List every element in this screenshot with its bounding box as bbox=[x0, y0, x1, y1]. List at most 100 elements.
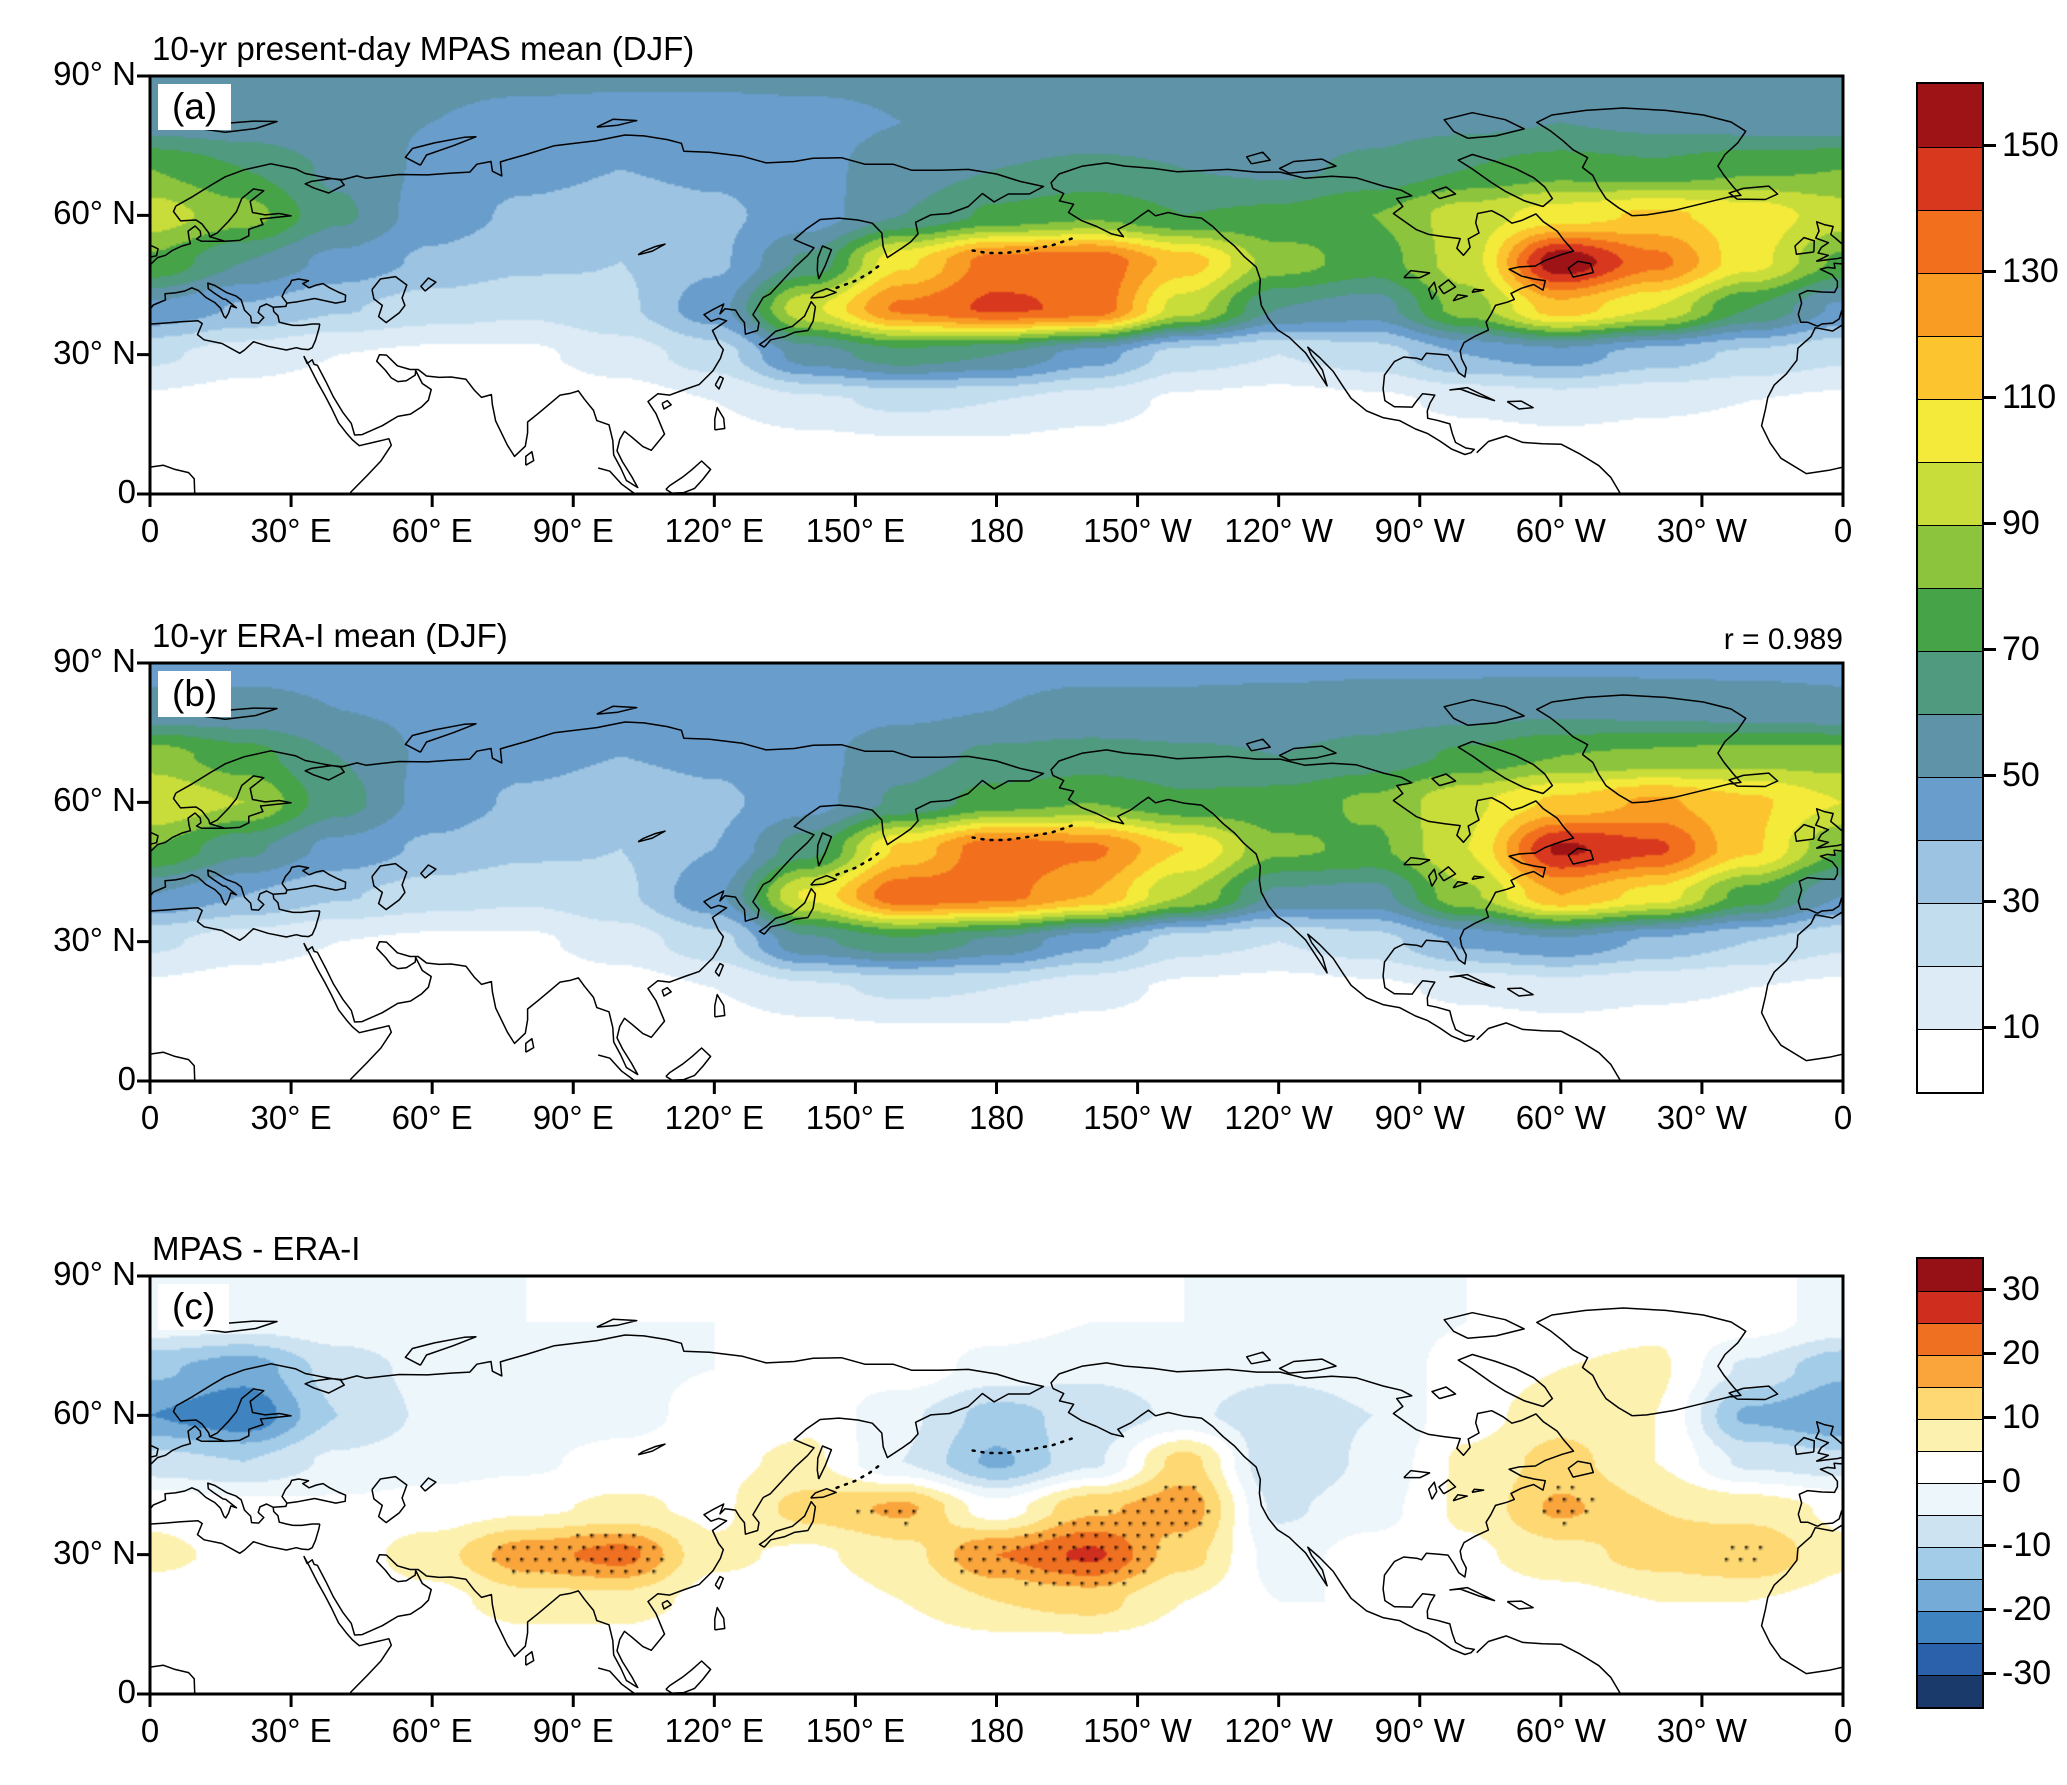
colorbar-segment bbox=[1918, 903, 1982, 966]
x-tick-label: 150° E bbox=[805, 1712, 906, 1749]
y-tick-label: 90° N bbox=[53, 55, 136, 92]
y-tick-label: 0 bbox=[117, 1673, 136, 1710]
x-tick-label: 150° E bbox=[805, 1099, 906, 1136]
colorbar-tick-label: 10 bbox=[2002, 1398, 2040, 1436]
colorbar-tick bbox=[1982, 269, 1996, 273]
colorbar-tick bbox=[1982, 1351, 1996, 1355]
x-tick-label: 0 bbox=[140, 512, 160, 549]
x-tick-label: 90° E bbox=[532, 1099, 614, 1136]
colorbar-segment bbox=[1918, 1259, 1982, 1291]
colorbar-segment bbox=[1918, 1387, 1982, 1419]
colorbar-tick-label: 0 bbox=[2002, 1462, 2021, 1500]
x-tick-label: 60° W bbox=[1515, 512, 1606, 549]
panel-b: 10-yr ERA-I mean (DJF) r = 0.989 (b) 0 30… bbox=[0, 617, 2067, 1177]
colorbar-tick-label: 20 bbox=[2002, 1334, 2040, 1372]
panel-a-map-area bbox=[150, 76, 1843, 494]
colorbar-tick bbox=[1982, 1287, 1996, 1291]
y-tick-label: 30° N bbox=[53, 1533, 136, 1571]
colorbar-segment bbox=[1918, 1291, 1982, 1323]
x-tick-label: 30° W bbox=[1656, 1099, 1748, 1136]
colorbar-tick bbox=[1982, 773, 1996, 777]
colorbar-segment bbox=[1918, 336, 1982, 399]
colorbar-mean bbox=[1916, 82, 1984, 1094]
colorbar-tick bbox=[1982, 521, 1996, 525]
x-tick-label: 60° E bbox=[391, 1099, 473, 1136]
colorbar-tick-label: 110 bbox=[2002, 378, 2057, 416]
x-tick-label: 150° W bbox=[1083, 1099, 1192, 1136]
x-tick-label: 0 bbox=[1833, 1712, 1853, 1749]
colorbar-segment bbox=[1918, 1547, 1982, 1579]
colorbar-tick-label: 130 bbox=[2002, 252, 2059, 290]
panel-b-contour-field-canvas bbox=[150, 663, 1843, 1081]
y-tick-label: 30° N bbox=[53, 333, 136, 371]
x-tick-label: 120° E bbox=[664, 1099, 765, 1136]
x-tick-label: 0 bbox=[1833, 1099, 1853, 1136]
y-tick-label: 60° N bbox=[53, 194, 136, 232]
x-tick-label: 60° W bbox=[1515, 1099, 1606, 1136]
colorbar-segment bbox=[1918, 1515, 1982, 1547]
colorbar-tick-label: 70 bbox=[2002, 630, 2040, 668]
colorbar-segment bbox=[1918, 1323, 1982, 1355]
panel-c-letter: (c) bbox=[158, 1284, 230, 1330]
x-tick-label: 0 bbox=[1833, 512, 1853, 549]
panel-c-map-area bbox=[150, 1276, 1843, 1694]
colorbar-tick-label: -30 bbox=[2002, 1654, 2052, 1692]
colorbar-tick bbox=[1982, 1415, 1996, 1419]
colorbar-tick bbox=[1982, 1607, 1996, 1611]
colorbar-tick-label: 30 bbox=[2002, 882, 2040, 920]
colorbar-segment bbox=[1918, 525, 1982, 588]
colorbar-segment bbox=[1918, 1355, 1982, 1387]
colorbar-segment bbox=[1918, 1643, 1982, 1675]
y-tick-label: 90° N bbox=[53, 642, 136, 679]
colorbar-segment bbox=[1918, 966, 1982, 1029]
colorbar-segment bbox=[1918, 462, 1982, 525]
correlation-annotation: r = 0.989 bbox=[1723, 623, 1843, 656]
colorbar-tick bbox=[1982, 899, 1996, 903]
panel-a: 10-yr present-day MPAS mean (DJF) (a) 0 3… bbox=[0, 30, 2067, 590]
x-tick-label: 90° E bbox=[532, 512, 614, 549]
y-tick-label: 0 bbox=[117, 473, 136, 510]
colorbar-tick bbox=[1982, 143, 1996, 147]
colorbar-tick bbox=[1982, 1543, 1996, 1547]
x-tick-label: 150° E bbox=[805, 512, 906, 549]
colorbar-tick-label: -20 bbox=[2002, 1590, 2052, 1628]
panel-c: MPAS - ERA-I (c) 0 30° E 60° E 90° E 120° E 1… bbox=[0, 1230, 2067, 1785]
panel-a-title: 10-yr present-day MPAS mean (DJF) bbox=[152, 30, 695, 67]
colorbar-tick bbox=[1982, 1671, 1996, 1675]
colorbar-segment bbox=[1918, 1675, 1982, 1707]
colorbar-segment bbox=[1918, 1451, 1982, 1483]
y-tick-label: 60° N bbox=[53, 1394, 136, 1432]
panel-b-letter: (b) bbox=[158, 671, 232, 717]
colorbar-segment bbox=[1918, 1579, 1982, 1611]
colorbar-segment bbox=[1918, 777, 1982, 840]
x-tick-label: 0 bbox=[140, 1099, 160, 1136]
colorbar-diff bbox=[1916, 1257, 1984, 1709]
colorbar-segment bbox=[1918, 651, 1982, 714]
x-tick-label: 90° W bbox=[1374, 1712, 1465, 1749]
colorbar-tick-label: 30 bbox=[2002, 1270, 2040, 1308]
panel-b-title: 10-yr ERA-I mean (DJF) bbox=[152, 617, 508, 654]
x-tick-label: 150° W bbox=[1083, 1712, 1192, 1749]
x-tick-label: 120° E bbox=[664, 1712, 765, 1749]
x-tick-label: 60° E bbox=[391, 1712, 473, 1749]
colorbar-tick-label: 10 bbox=[2002, 1008, 2040, 1046]
x-tick-label: 120° W bbox=[1224, 1712, 1333, 1749]
colorbar-segment bbox=[1918, 1419, 1982, 1451]
colorbar-tick bbox=[1982, 395, 1996, 399]
x-tick-label: 90° W bbox=[1374, 1099, 1465, 1136]
x-tick-label: 30° E bbox=[250, 1712, 332, 1749]
colorbar-segment bbox=[1918, 588, 1982, 651]
colorbar-segment bbox=[1918, 1483, 1982, 1515]
x-tick-label: 30° W bbox=[1656, 512, 1748, 549]
x-tick-label: 180 bbox=[968, 512, 1025, 549]
x-tick-label: 30° E bbox=[250, 1099, 332, 1136]
colorbar-segment bbox=[1918, 714, 1982, 777]
x-tick-label: 30° E bbox=[250, 512, 332, 549]
colorbar-segment bbox=[1918, 84, 1982, 147]
colorbar-segment bbox=[1918, 399, 1982, 462]
x-tick-label: 60° E bbox=[391, 512, 473, 549]
x-tick-label: 120° W bbox=[1224, 512, 1333, 549]
x-tick-label: 90° W bbox=[1374, 512, 1465, 549]
x-tick-label: 30° W bbox=[1656, 1712, 1748, 1749]
